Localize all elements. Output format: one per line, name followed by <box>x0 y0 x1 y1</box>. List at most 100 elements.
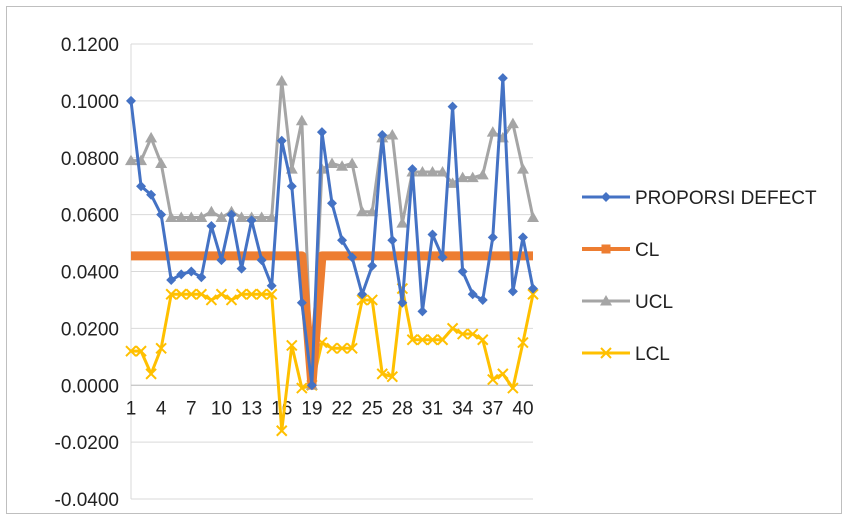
data-point <box>486 126 499 137</box>
data-point <box>206 221 217 231</box>
x-tick-label: 40 <box>512 398 533 419</box>
data-point <box>265 211 278 222</box>
series-lcl <box>125 282 539 437</box>
legend-label: CL <box>635 240 659 261</box>
data-point <box>377 130 388 140</box>
data-point <box>457 266 468 277</box>
x-tick-label: 7 <box>186 398 197 419</box>
series-cl <box>131 251 533 390</box>
data-point <box>517 336 529 349</box>
data-point <box>146 189 157 200</box>
y-tick-label: 0.1200 <box>61 35 119 56</box>
data-point <box>126 95 136 106</box>
data-point <box>156 209 167 220</box>
x-tick-label: 16 <box>271 398 292 419</box>
data-point <box>286 339 298 352</box>
series-proporsi-defect <box>126 73 538 391</box>
data-point <box>316 127 327 138</box>
legend-item-cl: CL <box>582 240 659 261</box>
data-point <box>215 211 228 222</box>
data-point <box>357 289 368 300</box>
y-tick-label: 0.0200 <box>61 319 119 340</box>
data-point <box>296 297 307 308</box>
data-point <box>306 380 317 391</box>
data-point <box>295 114 308 126</box>
x-tick-label: 4 <box>156 398 167 419</box>
data-point <box>426 334 439 346</box>
legend-label: UCL <box>635 292 673 313</box>
y-tick-label: 0.0600 <box>61 206 119 227</box>
x-tick-label: 37 <box>482 398 503 419</box>
x-tick-label: 1 <box>126 398 137 419</box>
data-point <box>245 288 258 300</box>
data-point <box>235 288 248 300</box>
data-point <box>600 295 612 306</box>
y-axis: -0.0400 -0.0200 0.0000 0.0200 0.0400 0.0600 0.… <box>55 35 132 511</box>
data-point <box>387 235 398 246</box>
data-point <box>225 294 238 306</box>
data-point <box>497 368 509 380</box>
data-point <box>376 368 388 380</box>
data-point <box>528 283 538 294</box>
data-point <box>205 205 218 217</box>
data-point <box>407 164 418 175</box>
data-point <box>166 275 177 286</box>
x-tick-label: 34 <box>452 398 474 419</box>
data-point <box>226 209 237 220</box>
data-point <box>135 345 147 357</box>
data-point <box>145 368 157 380</box>
data-point <box>397 297 408 308</box>
data-point <box>246 215 257 226</box>
data-point <box>255 211 268 222</box>
data-point <box>347 252 358 263</box>
x-tick-label: 10 <box>211 398 232 419</box>
data-point <box>175 211 188 222</box>
data-point <box>446 177 459 188</box>
data-point <box>406 334 419 346</box>
data-point <box>125 154 137 166</box>
data-point <box>296 382 308 394</box>
data-point <box>447 101 458 112</box>
data-point <box>396 217 409 228</box>
x-tick-label: 13 <box>241 398 262 419</box>
data-point <box>367 260 378 271</box>
data-point <box>437 252 448 263</box>
data-point <box>327 198 337 209</box>
data-point <box>346 157 359 168</box>
data-point <box>456 171 469 183</box>
data-point <box>136 181 147 192</box>
series-line <box>131 251 533 390</box>
data-point <box>196 272 207 283</box>
data-point <box>346 342 358 354</box>
data-point <box>236 263 247 274</box>
data-point <box>416 334 429 346</box>
data-point <box>195 288 208 300</box>
series-line <box>131 79 535 387</box>
data-point <box>215 288 228 300</box>
x-tick-label: 25 <box>362 398 383 419</box>
data-point <box>185 211 198 222</box>
data-point <box>466 171 479 183</box>
y-tick-label: 0.0000 <box>61 376 119 397</box>
data-point <box>186 266 197 277</box>
data-point <box>416 165 429 177</box>
data-point <box>275 74 288 86</box>
data-point <box>185 288 198 300</box>
data-point <box>527 288 539 300</box>
data-point <box>286 181 297 192</box>
data-point <box>336 160 349 171</box>
data-point <box>356 294 368 306</box>
x-tick-label: 19 <box>301 398 322 419</box>
data-point <box>175 288 187 300</box>
data-point <box>326 342 338 354</box>
series-line <box>129 76 535 387</box>
data-point <box>487 232 498 243</box>
data-point <box>477 334 489 346</box>
data-point <box>276 425 288 437</box>
y-tick-label: -0.0200 <box>55 433 119 454</box>
data-point <box>326 157 338 168</box>
y-tick-label: 0.0800 <box>61 149 119 170</box>
data-point <box>427 229 438 240</box>
data-point <box>516 163 529 174</box>
data-point <box>456 328 469 340</box>
